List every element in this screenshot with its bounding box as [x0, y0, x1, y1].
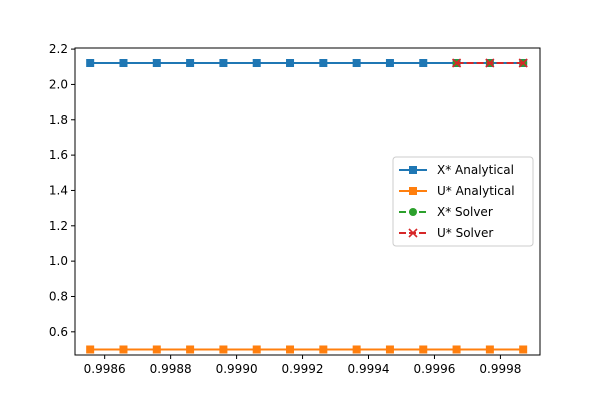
data-point [152, 345, 161, 354]
y-tick-label: 2.0 [49, 77, 68, 91]
x-tick-label: 0.9996 [413, 362, 455, 376]
axes-layer: 0.9986 0.9988 0.9990 0.9992 0.9994 0.9996 0.99… [49, 42, 541, 376]
data-point [518, 58, 528, 68]
data-point [286, 345, 295, 354]
data-point [485, 58, 495, 68]
data-point [252, 345, 261, 354]
y-tick-label: 1.0 [49, 254, 68, 268]
series-1 [86, 345, 528, 354]
legend-entry: U* Analytical [399, 184, 515, 198]
x-tick-label: 0.9998 [479, 362, 521, 376]
data-point [86, 345, 95, 354]
axes-frame [74, 47, 541, 356]
legend-marker [409, 208, 417, 216]
data-point [186, 345, 195, 354]
data-point [485, 345, 494, 354]
data-point [286, 59, 295, 68]
y-tick-label: 1.2 [49, 219, 68, 233]
data-point [419, 59, 428, 68]
data-point [152, 59, 161, 68]
x-tick-label: 0.9992 [282, 362, 324, 376]
data-point [219, 345, 228, 354]
y-tick-label: 1.6 [49, 148, 68, 162]
legend-box [392, 156, 534, 247]
x-tick-label: 0.9986 [84, 362, 126, 376]
data-point [119, 59, 128, 68]
y-tick-label: 0.6 [49, 325, 68, 339]
data-point [451, 58, 462, 68]
data-point [519, 345, 528, 354]
y-tick-label: 0.8 [49, 289, 68, 303]
x-tick-label: 0.9988 [150, 362, 192, 376]
data-point [385, 345, 394, 354]
series-3 [451, 58, 528, 68]
legend-marker [409, 187, 417, 195]
legend-label: U* Solver [437, 226, 493, 240]
data-point [252, 59, 261, 68]
data-point [119, 345, 128, 354]
legend-label: X* Solver [437, 205, 493, 219]
x-tick-label: 0.9994 [348, 362, 390, 376]
legend-label: X* Analytical [437, 163, 514, 177]
data-point [319, 59, 328, 68]
legend-entry: X* Analytical [399, 163, 514, 177]
data-point [319, 345, 328, 354]
data-point [452, 345, 461, 354]
legend-entry: X* Solver [399, 205, 493, 219]
data-point [352, 59, 361, 68]
y-tick-label: 1.8 [49, 113, 68, 127]
data-point [86, 59, 95, 68]
data-point [385, 59, 394, 68]
legend: X* Analytical U* Analytical X* Solver U* So… [392, 156, 534, 247]
series-layer [86, 58, 528, 354]
data-point [219, 59, 228, 68]
legend-marker [409, 166, 417, 174]
data-point [419, 345, 428, 354]
y-tick-label: 1.4 [49, 183, 68, 197]
legend-marker [408, 228, 418, 238]
legend-label: U* Analytical [437, 184, 515, 198]
data-point [352, 345, 361, 354]
x-tick-label: 0.9990 [216, 362, 258, 376]
y-tick-label: 2.2 [49, 42, 68, 56]
data-point [186, 59, 195, 68]
legend-entry: U* Solver [399, 226, 493, 240]
